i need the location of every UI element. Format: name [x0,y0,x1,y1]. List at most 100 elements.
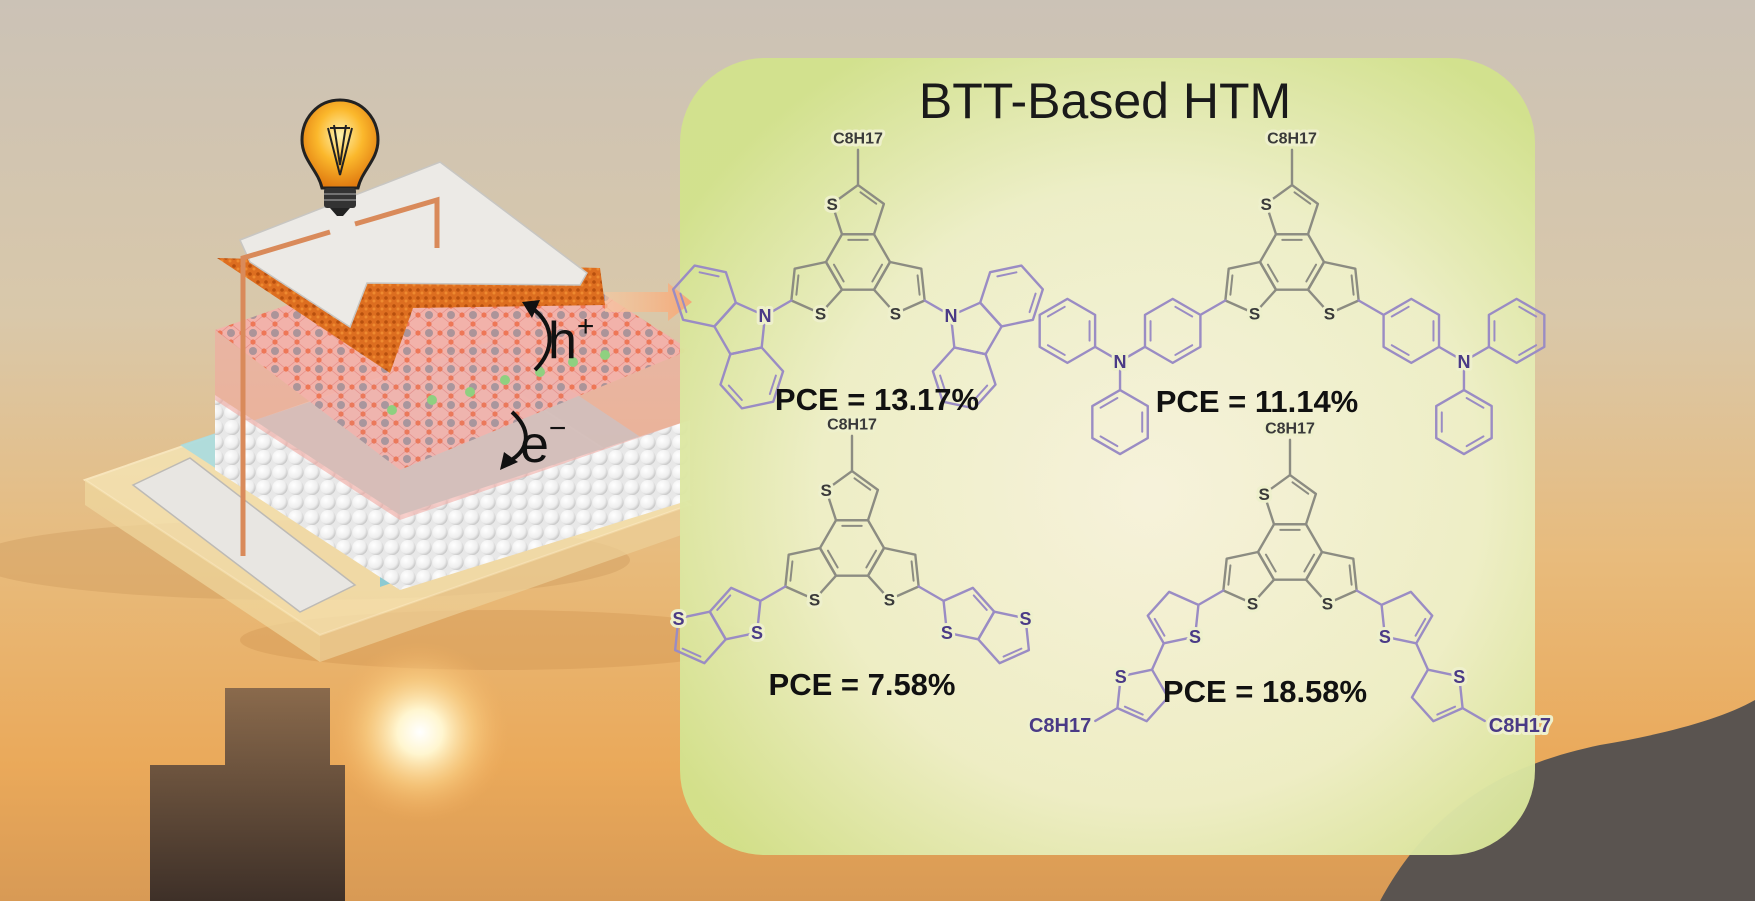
alkyl-chain-label: C8H17 [833,131,883,148]
cation [427,395,437,405]
double-bond [795,274,800,296]
sulfur-atom: S [820,481,831,500]
thiophene-ring [1116,668,1170,723]
thiophene-ring [1304,550,1358,605]
thiophene-ring [790,260,844,315]
double-bond [1227,564,1232,586]
glass-substrate-front [320,505,690,662]
wire [240,229,331,556]
benzo-ring [719,346,785,410]
sulfur-atom: S [751,623,763,643]
double-bond [1303,553,1316,573]
sulfur-atom: S [672,609,684,629]
hole-transfer-arrow [530,306,552,372]
thiophene-ring [1410,668,1464,723]
double-bond [832,263,845,283]
double-bond [871,263,884,283]
benzo-ring [979,264,1045,328]
nitrogen-atom: N [759,306,772,326]
double-bond [1436,705,1457,716]
cation [568,357,578,367]
phenyl-ring [1091,388,1149,456]
double-bond [1390,344,1410,356]
cation [600,350,610,360]
double-bond [973,384,989,402]
phenyl-ring [1435,388,1493,456]
tio2-scaffold-front [400,420,690,590]
phenyl-ring [1487,297,1546,365]
double-bond [1465,397,1485,409]
pointer-arrow [605,283,692,321]
double-bond [1002,647,1023,658]
bond [1093,345,1122,363]
double-bond [853,477,872,491]
thiophene-ring [1262,473,1318,526]
nitrogen-atom: N [1457,352,1470,372]
double-bond [1465,435,1485,448]
double-bond [972,594,988,611]
thiophene-ring [673,610,727,665]
pce-label-3: PCE = 7.58% [769,667,956,702]
sulfur-atom: S [809,591,820,610]
thiophene-ring [1222,550,1276,605]
bond [1415,642,1430,671]
thiophene-ring [1380,590,1434,645]
bond [1437,345,1466,363]
sulfur-atom: S [890,305,901,324]
electron-label: e− [520,412,566,474]
alkyl-chain-label: C8H17 [1489,715,1551,737]
double-bond [789,560,794,582]
tio2-scaffold-side [215,395,400,590]
double-bond [698,271,720,278]
sulfur-atom: S [1322,595,1333,614]
phenyl-ring [1038,297,1097,365]
cation [387,405,397,415]
bond [1150,642,1165,671]
alkyl-chain-label: C8H17 [1029,715,1091,737]
sulfur-atom: S [1020,609,1032,629]
wire [354,196,440,248]
sulfur-atom: S [1189,627,1201,647]
hole-arrowhead [522,300,540,318]
double-bond [1414,617,1427,637]
thiophene-ring [872,260,926,315]
double-bond [996,271,1018,278]
htm-panel [680,58,1535,855]
double-bond [859,191,878,205]
thiophene-ring [784,546,838,601]
double-bond [1229,274,1234,296]
bond [1094,706,1119,723]
double-bond [1518,305,1538,318]
sulfur-atom: S [884,591,895,610]
benzo-ring [671,264,737,328]
double-bond [865,549,878,569]
double-bond [1046,305,1066,318]
glass-substrate-side [85,480,320,662]
pce-label-1: PCE = 13.17% [775,382,979,417]
double-bond [1350,274,1355,296]
perovskite-layer-side [215,330,400,520]
double-bond [1046,344,1066,356]
pce-label-4: PCE = 18.58% [1163,674,1367,709]
hole-label: h+ [548,310,594,370]
thiophene-ring [824,469,880,522]
sulfur-atom: S [1324,305,1335,324]
double-bond [1174,344,1194,356]
double-bond [679,292,688,314]
gold-electrode [238,161,588,329]
bond [923,299,953,317]
bond [1199,299,1227,317]
double-bond [1153,617,1166,637]
double-bond [1518,344,1538,356]
electron-arrowhead [500,452,518,470]
molecule-structures: S S S C8H17 N N S S S C8H17 N N S S S C8H17 S S S S S S S C8H17… [669,128,1554,741]
bond [917,585,945,603]
double-bond [1266,263,1279,283]
thiophene-ring [977,610,1031,665]
nitrogen-atom: N [1114,352,1127,372]
building-silhouette [150,688,345,901]
bond [1355,589,1383,607]
perovskite-layer-front [400,350,690,520]
